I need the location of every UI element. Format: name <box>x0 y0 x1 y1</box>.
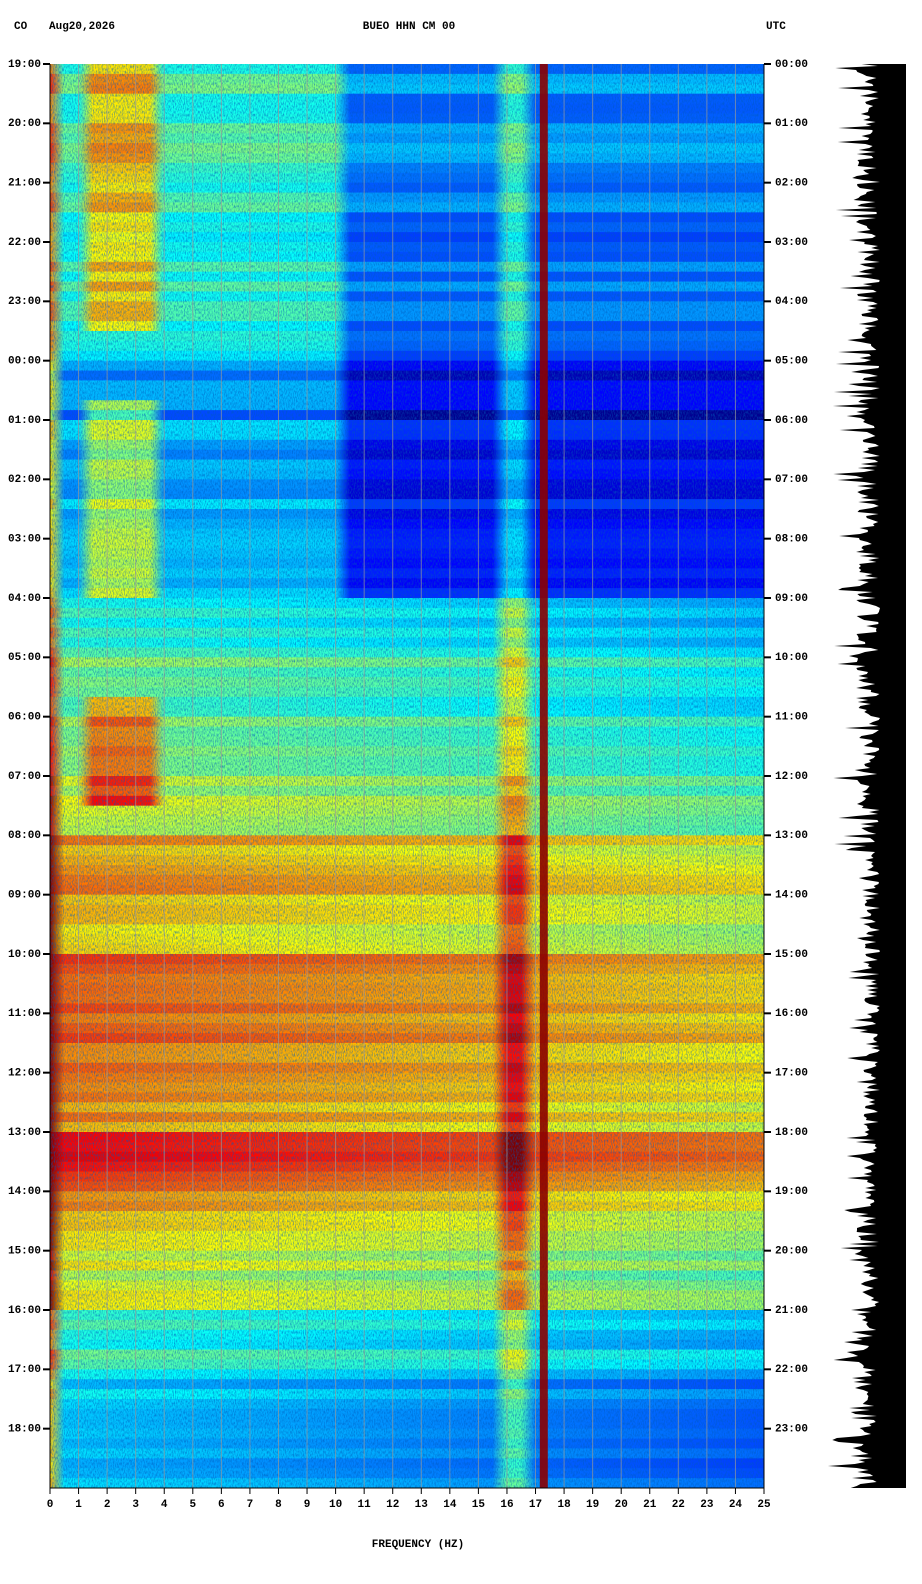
y2-tick-label: 16:00 <box>775 1008 808 1020</box>
y2-tick-label: 09:00 <box>775 593 808 605</box>
x-tick-label: 25 <box>757 1499 771 1511</box>
y-tick-label: 18:00 <box>8 1424 41 1436</box>
y2-tick-label: 00:00 <box>775 59 808 71</box>
x-tick-label: 5 <box>189 1499 196 1511</box>
x-tick-label: 9 <box>304 1499 311 1511</box>
x-tick-label: 11 <box>358 1499 372 1511</box>
x-tick-label: 20 <box>615 1499 628 1511</box>
x-tick-label: 21 <box>643 1499 657 1511</box>
x-tick-label: 22 <box>672 1499 685 1511</box>
y-tick-label: 07:00 <box>8 771 41 783</box>
y2-tick-label: 05:00 <box>775 356 808 368</box>
y-tick-label: 08:00 <box>8 830 41 842</box>
y2-tick-label: 20:00 <box>775 1246 808 1258</box>
y2-tick-label: 07:00 <box>775 474 808 486</box>
y-tick-label: 06:00 <box>8 712 41 724</box>
y-tick-label: 01:00 <box>8 415 41 427</box>
y-tick-label: 00:00 <box>8 356 41 368</box>
y-tick-label: 19:00 <box>8 59 41 71</box>
y2-tick-label: 01:00 <box>775 118 808 130</box>
y-tick-label: 13:00 <box>8 1127 41 1139</box>
y2-tick-label: 18:00 <box>775 1127 808 1139</box>
x-tick-label: 1 <box>75 1499 82 1511</box>
y2-tick-label: 04:00 <box>775 296 808 308</box>
x-tick-label: 14 <box>443 1499 457 1511</box>
x-tick-label: 4 <box>161 1499 168 1511</box>
y-tick-label: 12:00 <box>8 1068 41 1080</box>
y-tick-label: 03:00 <box>8 534 41 546</box>
y-tick-label: 20:00 <box>8 118 41 130</box>
x-tick-label: 18 <box>557 1499 571 1511</box>
x-tick-label: 7 <box>247 1499 254 1511</box>
y-tick-label: 22:00 <box>8 237 41 249</box>
x-tick-label: 0 <box>47 1499 54 1511</box>
y-tick-label: 15:00 <box>8 1246 41 1258</box>
y2-tick-label: 10:00 <box>775 652 808 664</box>
y-tick-label: 11:00 <box>8 1008 41 1020</box>
x-tick-label: 10 <box>329 1499 342 1511</box>
x-tick-label: 6 <box>218 1499 225 1511</box>
y2-tick-label: 12:00 <box>775 771 808 783</box>
y2-tick-label: 19:00 <box>775 1186 808 1198</box>
y-tick-label: 04:00 <box>8 593 41 605</box>
y2-tick-label: 08:00 <box>775 534 808 546</box>
spectral-line <box>539 64 548 1488</box>
y-tick-label: 10:00 <box>8 949 41 961</box>
seismic-trace <box>827 64 906 1488</box>
x-tick-label: 24 <box>729 1499 743 1511</box>
y-tick-label: 02:00 <box>8 474 41 486</box>
y-tick-label: 16:00 <box>8 1305 41 1317</box>
x-tick-label: 3 <box>132 1499 139 1511</box>
x-tick-label: 8 <box>275 1499 282 1511</box>
y2-tick-label: 11:00 <box>775 712 808 724</box>
y2-tick-label: 21:00 <box>775 1305 808 1317</box>
y-tick-label: 17:00 <box>8 1364 41 1376</box>
chart-title: BUEO HHN CM 00 <box>363 21 455 33</box>
y-tick-label: 21:00 <box>8 178 41 190</box>
spectrogram-noise <box>50 64 764 1488</box>
x-tick-label: 15 <box>472 1499 486 1511</box>
y-tick-label: 23:00 <box>8 296 41 308</box>
timezone: UTC <box>766 21 786 33</box>
network: CO <box>14 21 28 33</box>
y-tick-label: 05:00 <box>8 652 41 664</box>
y-tick-label: 14:00 <box>8 1186 41 1198</box>
y2-tick-label: 22:00 <box>775 1364 808 1376</box>
y2-tick-label: 02:00 <box>775 178 808 190</box>
spectrogram <box>50 64 764 1489</box>
y2-tick-label: 14:00 <box>775 890 808 902</box>
y2-tick-label: 13:00 <box>775 830 808 842</box>
y-tick-label: 09:00 <box>8 890 41 902</box>
y2-tick-label: 03:00 <box>775 237 808 249</box>
y2-tick-label: 15:00 <box>775 949 808 961</box>
x-axis-label: FREQUENCY (HZ) <box>372 1539 464 1551</box>
date: Aug20,2026 <box>49 21 115 33</box>
x-tick-label: 17 <box>529 1499 542 1511</box>
trace-fill <box>827 64 906 1488</box>
y2-tick-label: 06:00 <box>775 415 808 427</box>
x-tick-label: 16 <box>500 1499 513 1511</box>
x-tick-label: 13 <box>415 1499 429 1511</box>
x-tick-label: 19 <box>586 1499 599 1511</box>
y2-tick-label: 17:00 <box>775 1068 808 1080</box>
x-tick-label: 12 <box>386 1499 399 1511</box>
x-tick-label: 2 <box>104 1499 111 1511</box>
x-tick-label: 23 <box>700 1499 714 1511</box>
y2-tick-label: 23:00 <box>775 1424 808 1436</box>
